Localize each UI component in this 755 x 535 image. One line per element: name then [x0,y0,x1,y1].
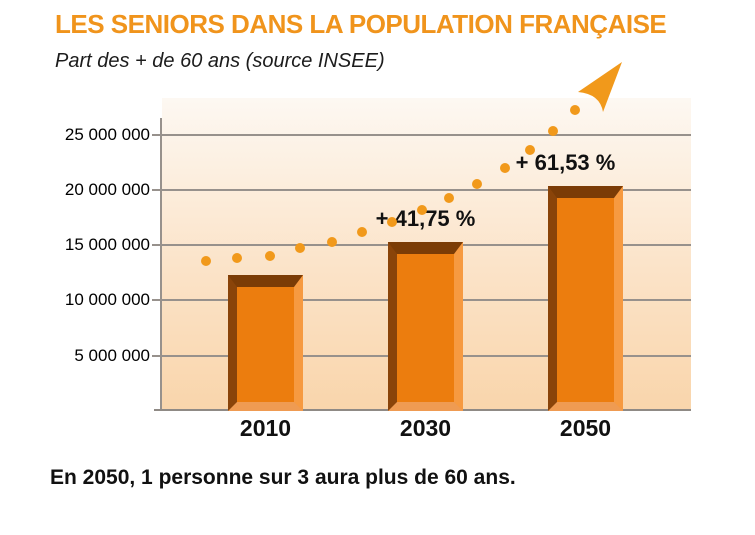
trend-dot [387,217,397,227]
y-axis-tick [152,355,162,357]
x-tick-label: 2010 [239,415,292,441]
trend-arrow-icon [578,62,622,112]
trend-dot [327,237,337,247]
bar-2030 [388,242,463,411]
trend-dot [201,256,211,266]
trend-dot [525,145,535,155]
bar-2050 [548,186,623,411]
trend-dot [232,253,242,263]
y-axis [160,118,162,411]
trend-dot [417,205,427,215]
gridline [162,134,691,136]
y-tick-label: 15 000 000 [64,235,150,254]
y-tick-label: 20 000 000 [64,180,150,199]
y-axis-tick [152,299,162,301]
trend-dot [472,179,482,189]
trend-dot [444,193,454,203]
trend-dot [500,163,510,173]
y-axis-tick [152,134,162,136]
trend-dot [570,105,580,115]
y-tick-label: 25 000 000 [64,125,150,144]
chart-subtitle: Part des + de 60 ans (source INSEE) [55,50,385,72]
y-tick-label: 5 000 000 [74,346,150,365]
bar-2010 [228,275,303,411]
y-tick-label: 10 000 000 [64,290,150,309]
page-title: LES SENIORS DANS LA POPULATION FRANÇAISE [55,9,667,39]
x-tick-label: 2050 [559,415,612,441]
trend-dot [548,126,558,136]
caption: En 2050, 1 personne sur 3 aura plus de 6… [50,466,516,489]
trend-dot [295,243,305,253]
gridline [162,189,691,191]
plot-area: 25 000 000 20 000 000 15 000 000 10 000 000… [65,98,691,441]
y-axis-tick [152,244,162,246]
trend-dot [357,227,367,237]
x-tick-label: 2030 [399,415,452,441]
trend-dot [265,251,275,261]
y-axis-tick [152,189,162,191]
